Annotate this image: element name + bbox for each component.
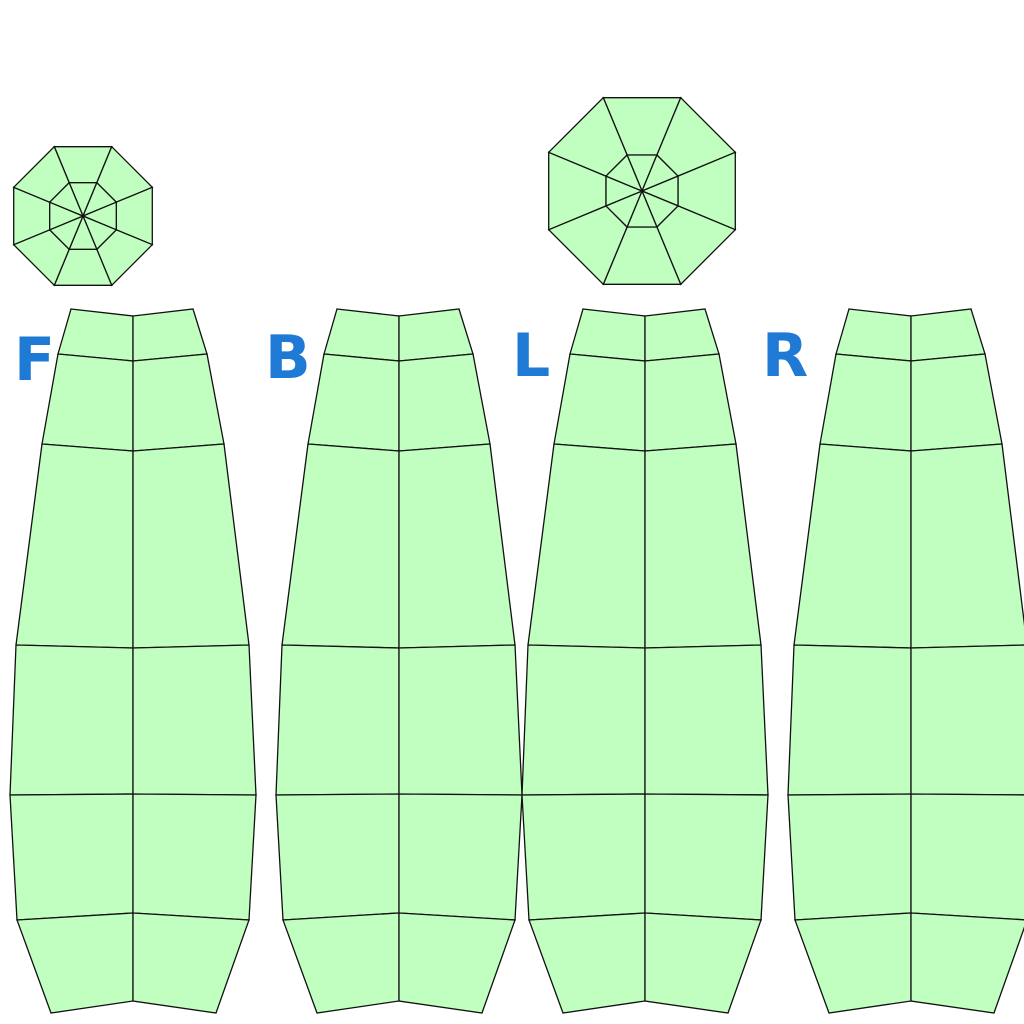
- panel-front-face-r3-right: [132, 644, 257, 796]
- caps-layer: [12, 96, 737, 287]
- panel-left-face-r3-left: [521, 644, 646, 796]
- cap-small-inner-face-7: [48, 181, 85, 218]
- panel-back-face-r0-left: [323, 308, 400, 362]
- panel-right-face-r1-left: [819, 353, 912, 452]
- panel-back-face-r3-right: [398, 644, 523, 796]
- panels-layer: [9, 308, 1024, 1014]
- panel-left-face-r0-left: [569, 308, 646, 362]
- panel-right-face-r5-right: [910, 912, 1024, 1014]
- labels-layer: F B L R: [14, 321, 808, 395]
- panel-left-face-r0-right: [644, 308, 720, 362]
- panel-right-face-r3-right: [910, 644, 1024, 796]
- panel-right-face-r0-left: [835, 308, 912, 362]
- panel-front-face-r3-left: [9, 644, 134, 796]
- panel-label-right: R: [762, 321, 808, 391]
- panel-front-face-r4-left: [9, 793, 134, 921]
- panel-label-left: L: [512, 321, 550, 391]
- panel-back-face-r5-left: [282, 912, 400, 1014]
- cap-large: [547, 96, 737, 286]
- panel-front-face-r0-right: [132, 308, 208, 362]
- panel-right-face-r2-left: [793, 443, 912, 649]
- panel-back-face-r3-left: [275, 644, 400, 796]
- panel-label-back: B: [265, 323, 311, 393]
- panel-left-face-r5-right: [644, 912, 762, 1014]
- panel-back-face-r1-left: [307, 353, 400, 452]
- panel-right-face-r0-right: [910, 308, 986, 362]
- panel-back-face-r4-right: [398, 793, 523, 921]
- panel-front-face-r2-left: [15, 443, 134, 649]
- panel-label-front: F: [14, 325, 55, 395]
- panel-front-face-r2-right: [132, 443, 250, 649]
- panel-left-face-r1-right: [644, 353, 737, 452]
- panel-front-face-r1-right: [132, 353, 225, 452]
- panel-back-face-r1-right: [398, 353, 491, 452]
- panel-left-face-r2-left: [527, 443, 646, 649]
- panel-back-face-r5-right: [398, 912, 516, 1014]
- panel-front-face-r5-left: [16, 912, 134, 1014]
- panel-left-face-r3-right: [644, 644, 769, 796]
- panel-right: [787, 308, 1024, 1014]
- panel-left-face-r1-left: [553, 353, 646, 452]
- panel-front-face-r4-right: [132, 793, 257, 921]
- panel-back: [275, 308, 523, 1014]
- panel-right-face-r3-left: [787, 644, 912, 796]
- panel-left: [521, 308, 769, 1014]
- panel-right-face-r2-right: [910, 443, 1024, 649]
- panel-back-face-r4-left: [275, 793, 400, 921]
- panel-right-face-r4-left: [787, 793, 912, 921]
- panel-back-face-r2-left: [281, 443, 400, 649]
- panel-back-face-r0-right: [398, 308, 474, 362]
- panel-front-face-r5-right: [132, 912, 250, 1014]
- panel-back-face-r2-right: [398, 443, 516, 649]
- panel-front-face-r1-left: [41, 353, 134, 452]
- panel-right-face-r4-right: [910, 793, 1024, 921]
- panel-right-face-r1-right: [910, 353, 1003, 452]
- panel-front: [9, 308, 257, 1014]
- panel-right-face-r5-left: [794, 912, 912, 1014]
- panel-left-face-r2-right: [644, 443, 762, 649]
- panel-left-face-r5-left: [528, 912, 646, 1014]
- panel-front-face-r0-left: [57, 308, 134, 362]
- cap-small: [12, 145, 154, 287]
- panel-left-face-r4-right: [644, 793, 769, 921]
- cap-large-inner-face-7: [604, 153, 644, 193]
- panel-left-face-r4-left: [521, 793, 646, 921]
